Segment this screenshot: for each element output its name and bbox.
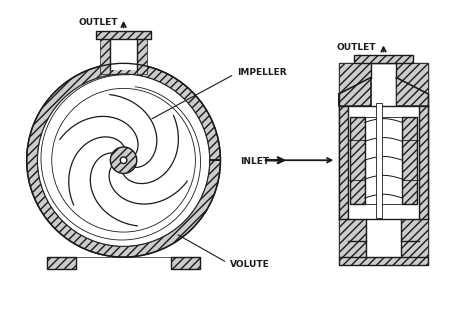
Bar bbox=[171, 257, 200, 269]
Bar bbox=[338, 257, 428, 265]
Bar bbox=[350, 117, 365, 204]
Bar bbox=[338, 106, 348, 219]
Bar bbox=[402, 117, 417, 204]
Circle shape bbox=[37, 74, 210, 246]
Circle shape bbox=[120, 157, 127, 164]
Text: OUTLET: OUTLET bbox=[337, 43, 376, 52]
Text: INLET: INLET bbox=[240, 157, 269, 166]
Bar bbox=[171, 257, 200, 269]
Bar bbox=[100, 38, 110, 74]
Bar bbox=[396, 63, 428, 106]
Bar bbox=[338, 257, 428, 265]
Bar bbox=[96, 31, 151, 39]
Bar bbox=[354, 55, 413, 63]
Bar bbox=[137, 38, 147, 74]
Bar bbox=[338, 63, 371, 106]
Bar bbox=[350, 117, 365, 204]
Bar bbox=[47, 257, 76, 269]
Bar bbox=[110, 37, 137, 70]
Bar bbox=[338, 63, 428, 257]
Bar bbox=[365, 219, 401, 257]
Polygon shape bbox=[27, 63, 220, 257]
Bar bbox=[96, 31, 151, 39]
Bar bbox=[338, 219, 428, 257]
Bar bbox=[47, 257, 76, 269]
Text: VOLUTE: VOLUTE bbox=[178, 235, 270, 269]
Bar bbox=[354, 55, 413, 63]
Bar bbox=[419, 106, 428, 219]
Polygon shape bbox=[338, 77, 371, 106]
Bar bbox=[376, 103, 382, 218]
Bar bbox=[348, 106, 419, 219]
Text: IMPELLER: IMPELLER bbox=[152, 68, 287, 119]
Bar bbox=[365, 117, 402, 204]
Bar bbox=[402, 117, 417, 204]
Text: OUTLET: OUTLET bbox=[78, 18, 118, 27]
Polygon shape bbox=[396, 77, 428, 106]
Circle shape bbox=[110, 147, 137, 174]
